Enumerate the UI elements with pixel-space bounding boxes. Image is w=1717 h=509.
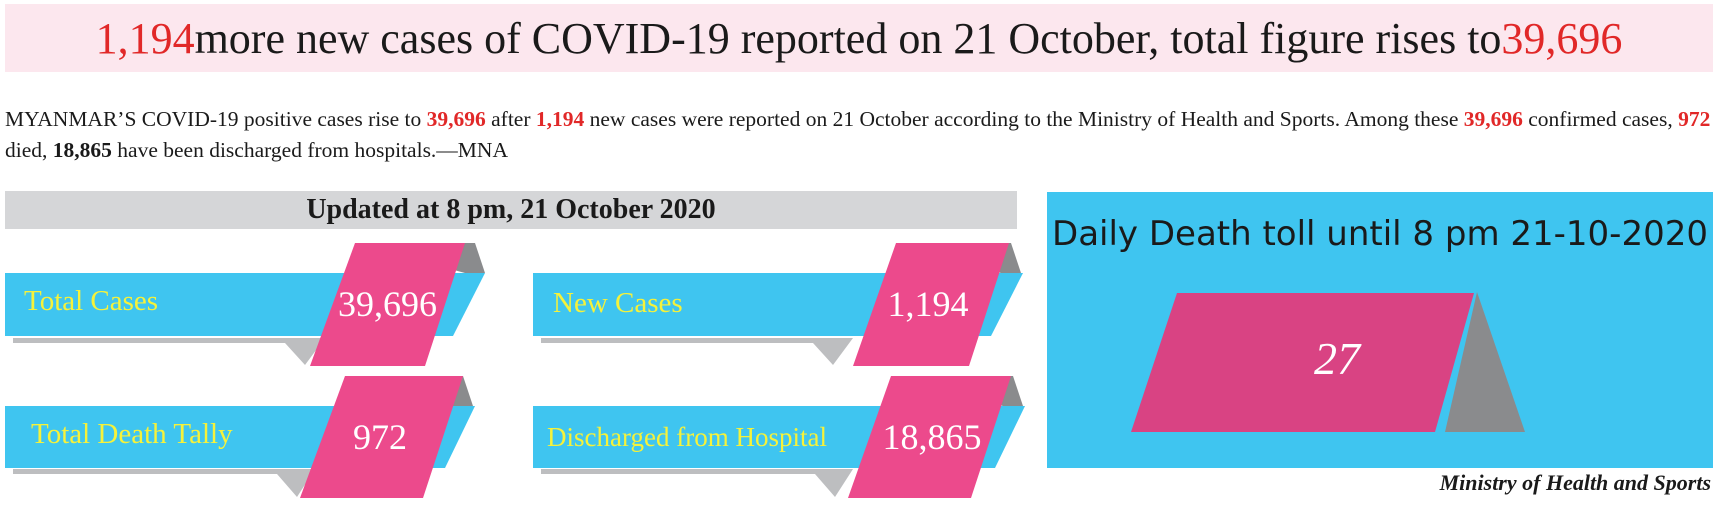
card-label: Discharged from Hospital	[547, 422, 827, 452]
card-graphic	[5, 376, 475, 498]
headline-new-cases: 1,194	[95, 13, 195, 63]
card-value: 972	[353, 417, 407, 457]
card-total-cases: Total Cases 39,696	[5, 243, 485, 368]
lead-text: confirmed cases,	[1522, 107, 1679, 131]
lead-died: 972	[1678, 107, 1711, 131]
lead-discharged: 18,865	[52, 138, 112, 162]
lead-total: 39,696	[426, 107, 486, 131]
card-graphic	[533, 243, 1023, 366]
headline: 1,194 more new cases of COVID-19 reporte…	[5, 4, 1713, 72]
card-value: 18,865	[882, 417, 982, 457]
card-label: Total Cases	[24, 285, 159, 317]
lead-text: after	[485, 107, 536, 131]
card-graphic	[533, 376, 1025, 498]
death-tent-graphic	[1131, 292, 1525, 432]
card-new-cases: New Cases 1,194	[533, 243, 1023, 368]
lead-new: 1,194	[535, 107, 585, 131]
lead-text: have been discharged from hospitals.—MNA	[111, 138, 508, 162]
card-discharged: Discharged from Hospital 18,865	[533, 376, 1025, 500]
source-credit: Ministry of Health and Sports	[1439, 470, 1711, 495]
daily-death-value: 27	[1314, 333, 1360, 384]
card-value: 1,194	[887, 284, 969, 324]
card-label: Total Death Tally	[31, 418, 233, 450]
daily-death-panel: Daily Death toll until 8 pm 21-10-2020 2…	[1047, 192, 1713, 468]
updated-banner: Updated at 8 pm, 21 October 2020	[5, 191, 1017, 229]
card-label: New Cases	[553, 287, 683, 319]
lead-total: 39,696	[1463, 107, 1523, 131]
card-value: 39,696	[338, 284, 437, 324]
lead-text: new cases were reported on 21 October ac…	[584, 107, 1464, 131]
headline-text: more new cases of COVID-19 reported on 2…	[194, 13, 1502, 63]
headline-total: 39,696	[1501, 13, 1623, 63]
card-total-death: Total Death Tally 972	[5, 376, 475, 500]
daily-death-title: Daily Death toll until 8 pm 21-10-2020	[1052, 214, 1708, 254]
lead-text: MYANMAR’S COVID-19 positive cases rise t…	[5, 107, 427, 131]
card-graphic	[5, 243, 485, 366]
lead-text: died,	[5, 138, 53, 162]
lead-paragraph: MYANMAR’S COVID-19 positive cases rise t…	[5, 104, 1713, 166]
